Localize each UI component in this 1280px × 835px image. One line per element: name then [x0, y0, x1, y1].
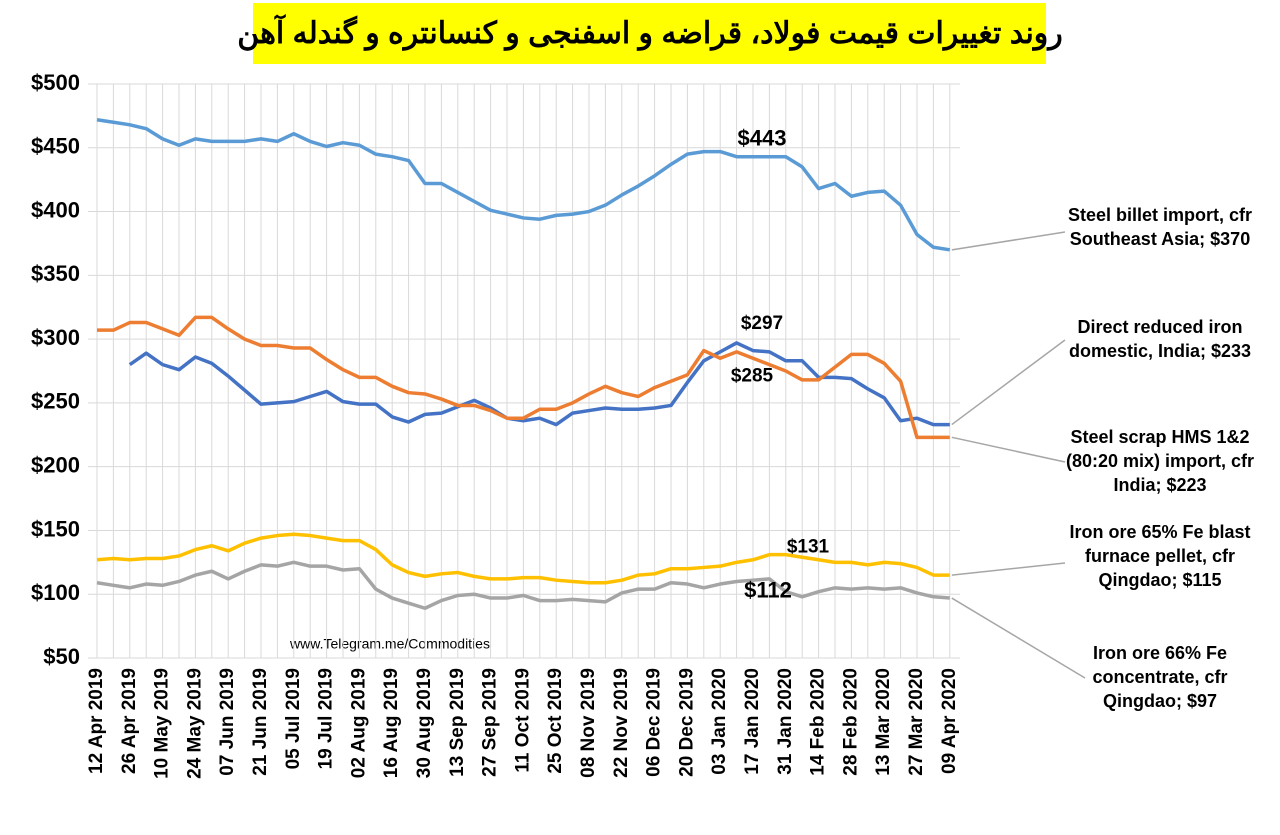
x-tick-label: 10 May 2019: [152, 668, 173, 779]
y-tick-label: $350: [31, 261, 80, 286]
x-tick-label: 17 Jan 2020: [742, 668, 763, 775]
series-label: Steel billet import, cfr Southeast Asia;…: [1067, 205, 1253, 249]
data-label: $131: [787, 537, 830, 558]
y-tick-label: $300: [31, 325, 80, 350]
x-tick-label: 27 Mar 2020: [906, 668, 927, 776]
x-tick-label: 11 Oct 2019: [512, 668, 533, 773]
y-tick-label: $200: [31, 452, 80, 477]
x-tick-label: 25 Oct 2019: [545, 668, 566, 774]
leader-line: [951, 436, 1066, 463]
x-tick-label: 07 Jun 2019: [217, 668, 238, 776]
data-label: $285: [731, 365, 774, 386]
x-tick-label: 28 Feb 2020: [840, 668, 861, 776]
watermark: www.Telegram.me/Commodities: [289, 636, 490, 652]
x-tick-label: 13 Sep 2019: [447, 668, 468, 777]
x-tick-label: 31 Jan 2020: [775, 668, 796, 775]
series-label: Iron ore 65% Fe blast furnace pellet, cf…: [1069, 522, 1251, 590]
x-tick-label: 08 Nov 2019: [578, 668, 599, 778]
y-tick-label: $400: [31, 197, 80, 222]
series-label: Steel scrap HMS 1&2 (80:20 mix) import, …: [1065, 427, 1255, 495]
series-line: [96, 560, 950, 611]
x-tick-label: 05 Jul 2019: [283, 668, 304, 769]
series-line: [97, 315, 950, 440]
data-label: $112: [744, 578, 792, 603]
x-tick-label: 20 Dec 2019: [676, 668, 697, 777]
x-tick-label: 09 Apr 2020: [939, 668, 960, 774]
x-tick-label: 16 Aug 2019: [381, 668, 402, 778]
leader-line: [951, 597, 1086, 679]
y-tick-label: $450: [31, 134, 80, 159]
grid: [88, 83, 960, 659]
x-tick-label: 03 Jan 2020: [709, 668, 730, 775]
series-label: Iron ore 66% Fe concentrate, cfr Qingdao…: [1092, 643, 1228, 711]
series-line: [96, 532, 950, 585]
leader-line: [951, 231, 1066, 251]
leader-line: [951, 562, 1066, 576]
x-tick-label: 30 Aug 2019: [414, 668, 435, 778]
x-tick-label: 26 Apr 2019: [119, 668, 140, 774]
y-tick-label: $500: [31, 70, 80, 95]
x-tick-label: 06 Dec 2019: [644, 668, 665, 777]
y-tick-label: $100: [31, 580, 80, 605]
x-tick-label: 02 Aug 2019: [348, 668, 369, 778]
x-tick-label: 22 Nov 2019: [611, 668, 632, 778]
series-line: [96, 117, 951, 252]
x-tick-label: 27 Sep 2019: [480, 668, 501, 777]
x-tick-label: 13 Mar 2020: [873, 668, 894, 776]
data-label: $443: [738, 126, 787, 151]
y-tick-label: $250: [31, 389, 80, 414]
y-tick-label: $150: [31, 516, 80, 541]
x-tick-label: 14 Feb 2020: [808, 668, 829, 776]
title-box: [253, 3, 1046, 64]
x-tick-label: 19 Jul 2019: [316, 668, 337, 769]
leader-line: [951, 339, 1066, 426]
series-line: [128, 341, 950, 427]
data-label: $297: [741, 313, 783, 334]
x-tick-label: 12 Apr 2019: [86, 668, 107, 774]
chart-title: روند تغییرات قیمت فولاد، قراضه و اسفنجی …: [237, 13, 1063, 51]
x-tick-label: 21 Jun 2019: [250, 668, 271, 776]
series-label: Direct reduced iron domestic, India; $23…: [1068, 317, 1252, 361]
x-tick-label: 24 May 2019: [184, 668, 205, 779]
y-tick-label: $50: [43, 644, 80, 669]
